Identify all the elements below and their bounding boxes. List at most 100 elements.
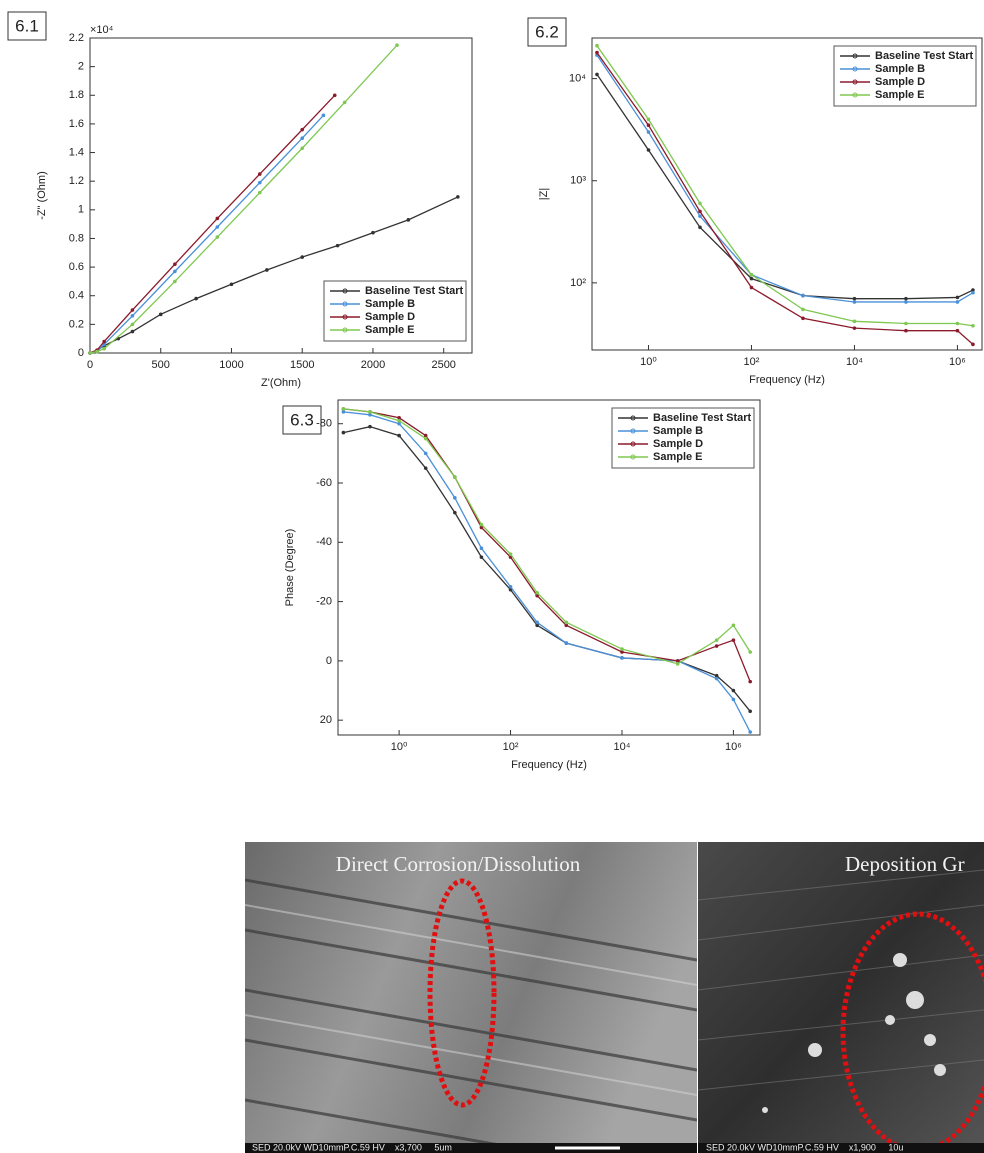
data-point	[955, 300, 960, 304]
data-point	[397, 433, 401, 438]
y-tick-label: 1.2	[69, 175, 84, 187]
data-point	[130, 322, 135, 327]
y-tick-label: -80	[316, 418, 332, 430]
data-point	[300, 136, 305, 141]
y-multiplier: ×10⁴	[90, 24, 114, 36]
legend-label: Baseline Test Start	[653, 412, 752, 424]
data-point	[748, 709, 752, 714]
data-point	[257, 172, 262, 176]
y-tick-label: 2.2	[69, 32, 84, 44]
data-point	[88, 351, 92, 355]
data-point	[646, 117, 651, 122]
data-point	[971, 342, 975, 347]
y-tick-label: 0.4	[69, 290, 84, 302]
data-point	[229, 282, 234, 287]
data-point	[620, 656, 624, 660]
data-point	[479, 546, 484, 551]
data-point	[595, 43, 599, 48]
data-point	[321, 113, 326, 118]
data-point	[332, 93, 337, 98]
x-tick-label: 10⁰	[640, 356, 657, 368]
data-point	[955, 321, 960, 326]
x-tick-label: 10⁴	[846, 356, 863, 368]
y-tick-label: 0.2	[69, 318, 84, 330]
data-point	[714, 638, 719, 642]
series-line	[343, 408, 751, 682]
y-tick-label: 2	[78, 61, 84, 73]
x-tick-label: 500	[152, 359, 170, 371]
panel-label-box	[527, 17, 567, 47]
x-axis-title: Frequency (Hz)	[749, 374, 825, 386]
data-point	[397, 415, 401, 420]
y-tick-label: -60	[316, 477, 332, 489]
x-tick-label: 10⁰	[391, 741, 408, 753]
data-point	[801, 293, 805, 298]
legend-marker	[852, 66, 858, 72]
data-point	[397, 421, 401, 426]
x-tick-label: 1000	[219, 359, 243, 371]
data-point	[801, 316, 805, 321]
legend-label: Sample E	[875, 89, 925, 101]
data-point	[852, 300, 857, 304]
x-tick-label: 10⁶	[725, 741, 742, 753]
legend-marker	[630, 415, 636, 421]
panel-label-box	[7, 11, 47, 41]
plot-frame	[89, 37, 473, 354]
legend-marker	[852, 53, 858, 59]
legend-label: Sample D	[653, 438, 703, 450]
data-point	[456, 195, 460, 199]
data-point	[397, 418, 401, 423]
data-point	[698, 214, 702, 218]
series-line	[89, 44, 398, 354]
panel-label-box	[282, 405, 322, 435]
image-info: SED 20.0kV WD10mmP.C.59 HV x3,700 5um	[252, 1142, 452, 1152]
data-point	[102, 346, 106, 351]
legend-label: Sample E	[365, 324, 415, 336]
data-point	[368, 410, 372, 414]
y-axis-title: Phase (Degree)	[284, 529, 296, 607]
y-tick-label: 10³	[570, 175, 586, 187]
data-point	[620, 650, 624, 654]
data-point	[714, 673, 719, 678]
data-point	[342, 100, 347, 105]
data-point	[675, 659, 680, 663]
data-point	[714, 676, 719, 681]
series-line	[596, 74, 974, 300]
y-tick-label: -40	[316, 536, 332, 548]
legend-label: Sample B	[365, 298, 415, 310]
legend-marker	[852, 92, 858, 98]
sem-image-2	[698, 842, 984, 1153]
data-point	[215, 235, 220, 239]
data-point	[341, 430, 346, 435]
data-point	[535, 623, 539, 628]
data-point	[904, 328, 908, 333]
data-point	[371, 230, 375, 235]
data-point	[508, 552, 513, 556]
data-point	[749, 276, 754, 281]
panel-label: 6.3	[290, 410, 314, 429]
data-point	[535, 620, 539, 625]
x-tick-label: 2000	[361, 359, 385, 371]
data-point	[749, 272, 754, 277]
data-point	[748, 650, 752, 654]
data-point	[731, 638, 736, 642]
data-point	[453, 510, 457, 515]
data-point	[508, 584, 513, 589]
data-point	[852, 296, 857, 301]
legend-label: Sample D	[365, 311, 415, 323]
data-point	[904, 321, 908, 326]
data-point	[130, 313, 135, 318]
x-axis-title: Z'(Ohm)	[261, 377, 301, 389]
data-point	[731, 623, 736, 628]
legend-marker	[852, 79, 858, 85]
data-point	[646, 148, 651, 152]
y-axis-title: -Z" (Ohm)	[36, 171, 48, 220]
y-tick-label: 0.6	[69, 261, 84, 273]
data-point	[257, 190, 262, 195]
y-tick-label: -20	[316, 595, 332, 607]
data-point	[173, 279, 177, 284]
legend-label: Baseline Test Start	[875, 50, 974, 62]
data-point	[971, 290, 975, 295]
x-axis-title: Frequency (Hz)	[511, 759, 587, 771]
x-tick-label: 10²	[503, 741, 519, 753]
